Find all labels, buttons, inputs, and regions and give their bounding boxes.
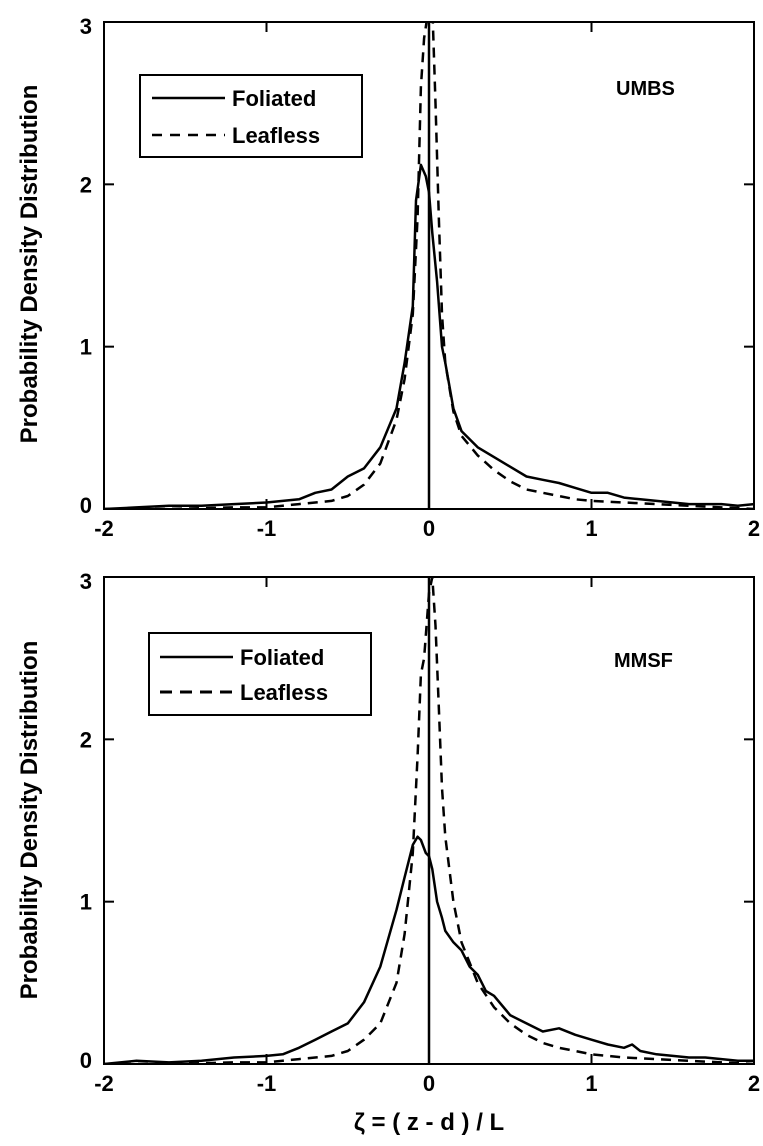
legend-box	[148, 632, 372, 716]
x-tick-label: -2	[94, 1071, 114, 1096]
legend-label-foliated: Foliated	[240, 645, 324, 670]
legend-label-leafless: Leafless	[240, 680, 328, 705]
x-tick-label: 2	[748, 516, 760, 541]
y-tick-label: 0	[80, 1048, 92, 1073]
legend: Foliated Leafless	[139, 74, 363, 158]
series-line-foliated	[104, 163, 754, 509]
y-tick-label: 3	[80, 14, 92, 39]
y-tick-label: 0	[80, 493, 92, 518]
y-tick-label: 1	[80, 335, 92, 360]
y-tick-label: 3	[80, 569, 92, 594]
panel-umbs: -2 -1 0 1 2 0 1 2 3 UMBS Foliated Leafless	[80, 14, 760, 541]
y-axis-title-top: Probability Density Distribution	[16, 85, 43, 444]
y-tick-label: 2	[80, 172, 92, 197]
y-tick-label: 2	[80, 727, 92, 752]
x-tick-label: 1	[585, 516, 597, 541]
panel-label: MMSF	[614, 650, 673, 672]
x-tick-label: 2	[748, 1071, 760, 1096]
legend-label-foliated: Foliated	[232, 86, 316, 111]
y-axis-title-bottom: Probability Density Distribution	[16, 641, 43, 1000]
legend: Foliated Leafless	[148, 632, 372, 716]
panel-label: UMBS	[616, 78, 675, 100]
series-line-leafless	[104, 577, 754, 1064]
x-tick-label: -1	[257, 516, 277, 541]
x-tick-label: -1	[257, 1071, 277, 1096]
x-tick-label: 0	[423, 1071, 435, 1096]
series-line-foliated	[104, 835, 754, 1064]
series-line-leafless	[104, 22, 754, 509]
x-tick-label: 1	[585, 1071, 597, 1096]
legend-box	[139, 74, 363, 158]
x-tick-label: -2	[94, 516, 114, 541]
y-tick-label: 1	[80, 890, 92, 915]
x-tick-label: 0	[423, 516, 435, 541]
x-axis-title: ζ = ( z - d ) / L	[354, 1109, 504, 1136]
panel-mmsf: -2 -1 0 1 2 0 1 2 3 MMSF Foliated Leafless	[80, 569, 760, 1096]
legend-label-leafless: Leafless	[232, 123, 320, 148]
